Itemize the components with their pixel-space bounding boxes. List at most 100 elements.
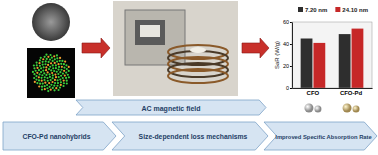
map-dot — [55, 76, 57, 78]
map-dot — [55, 64, 57, 66]
map-dot — [57, 73, 59, 75]
map-dot — [56, 60, 58, 62]
map-dot — [62, 73, 64, 75]
x-tick: CFO-Pd — [340, 88, 363, 96]
map-dot — [59, 86, 61, 88]
step-text: Size-dependent loss mechanisms — [139, 133, 248, 141]
particle-icon — [353, 106, 360, 113]
map-dot — [35, 78, 37, 80]
y-tick: 20 — [283, 63, 292, 69]
map-dot — [50, 69, 52, 71]
map-dot — [59, 57, 61, 59]
map-dot — [66, 82, 68, 84]
map-dot — [36, 61, 38, 63]
map-dot — [35, 70, 37, 72]
map-dot — [64, 60, 66, 62]
map-dot — [42, 69, 44, 71]
map-dot — [66, 68, 68, 70]
coil-turn — [168, 69, 228, 83]
device-screen — [140, 25, 160, 37]
map-dot — [54, 79, 56, 81]
map-dot — [44, 82, 46, 84]
bar — [313, 43, 325, 88]
map-dot — [44, 56, 46, 58]
map-dot — [47, 80, 49, 82]
bars — [301, 29, 364, 88]
map-dot — [54, 74, 56, 76]
map-dot — [41, 88, 43, 90]
map-dot — [51, 81, 53, 83]
micrograph-frame — [26, 0, 76, 46]
map-dot — [57, 79, 59, 81]
map-dot — [62, 77, 64, 79]
y-tick-label: 60 — [283, 19, 289, 25]
map-dot — [45, 60, 47, 62]
map-dot — [60, 84, 62, 86]
x-tick: CFO — [307, 88, 320, 96]
map-dot — [60, 63, 62, 65]
y-tick-mark — [290, 22, 292, 23]
map-dot — [58, 66, 60, 68]
y-tick-label: 20 — [283, 63, 289, 69]
map-dot — [36, 67, 38, 69]
step-text: CFO-Pd nanohybrids — [23, 133, 91, 141]
legend-label: 24.10 nm — [342, 7, 368, 13]
legend-swatch — [298, 7, 303, 12]
map-dot — [57, 68, 59, 70]
micrograph-map — [32, 54, 70, 93]
map-dot — [47, 90, 49, 92]
map-dot — [41, 74, 43, 76]
map-dot — [68, 66, 70, 68]
map-dot — [49, 66, 51, 68]
bar — [339, 34, 351, 88]
map-dot — [53, 70, 55, 72]
y-tick: 40 — [283, 41, 292, 47]
map-dot — [35, 75, 37, 77]
map-dot — [63, 82, 65, 84]
map-dot — [50, 62, 52, 64]
map-dot — [48, 82, 50, 84]
map-dot — [60, 75, 62, 77]
y-tick-label: 0 — [286, 85, 289, 91]
map-dot — [65, 71, 67, 73]
map-dot — [41, 86, 43, 88]
map-dot — [58, 76, 60, 78]
map-dot — [36, 82, 38, 84]
map-dot — [52, 64, 54, 66]
y-tick-mark — [290, 88, 292, 89]
map-dot — [64, 74, 66, 76]
map-dot — [39, 83, 41, 85]
y-tick-mark — [290, 44, 292, 45]
apparatus-photo — [113, 1, 238, 96]
map-dot — [55, 67, 57, 69]
map-dot — [38, 79, 40, 81]
map-dot — [56, 54, 58, 56]
map-dot — [57, 89, 59, 91]
map-dot — [45, 54, 47, 56]
map-dot — [42, 82, 44, 84]
map-dot — [60, 81, 62, 83]
map-dot — [43, 79, 45, 81]
arrow-left — [82, 38, 110, 58]
plot-frame — [292, 22, 372, 88]
map-dot — [59, 71, 61, 73]
map-dot — [63, 70, 65, 72]
map-dot — [33, 73, 35, 75]
micrograph-tem — [32, 3, 70, 41]
map-dot — [39, 59, 41, 61]
map-dot — [67, 74, 69, 76]
map-dot — [40, 67, 42, 69]
map-dot — [55, 87, 57, 89]
map-dot — [49, 86, 51, 88]
map-dot — [47, 64, 49, 66]
map-dot — [66, 80, 68, 82]
map-dot — [68, 70, 70, 72]
y-tick: 60 — [283, 19, 292, 25]
map-dot — [46, 84, 48, 86]
map-dot — [51, 57, 53, 59]
map-dot — [48, 61, 50, 63]
map-dot — [65, 77, 67, 79]
map-dot — [65, 64, 67, 66]
map-dot — [53, 85, 55, 87]
map-dot — [36, 64, 38, 66]
